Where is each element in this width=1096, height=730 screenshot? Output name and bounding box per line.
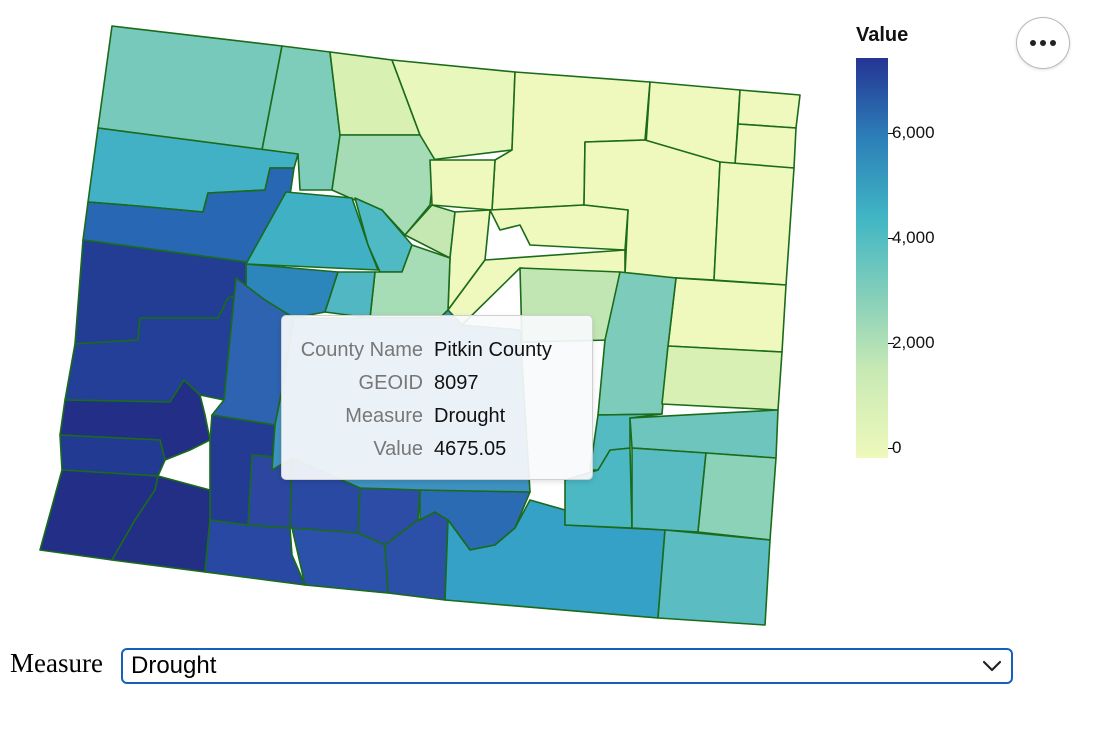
county-region[interactable] [737, 89, 801, 129]
tooltip-value: 8097 [434, 372, 479, 394]
legend-title: Value [856, 24, 909, 46]
legend-tick-label: 6,000 [892, 123, 935, 143]
county-region[interactable] [697, 452, 777, 541]
county-region[interactable] [661, 345, 783, 411]
legend-tick-mark [888, 238, 894, 240]
measure-label: Measure [10, 648, 103, 678]
legend-tick-label: 4,000 [892, 228, 935, 248]
more-horizontal-icon [1028, 40, 1058, 46]
legend-tick-label: 0 [892, 438, 902, 457]
measure-select-value: Drought [131, 652, 217, 679]
county-region[interactable] [657, 529, 771, 626]
county-region[interactable] [204, 519, 306, 586]
more-options-button[interactable] [1016, 17, 1070, 69]
county-region[interactable] [734, 123, 797, 169]
legend-tick-mark [888, 133, 894, 135]
county-region[interactable] [429, 159, 496, 211]
county-tooltip: County Name Pitkin County GEOID 8097 Mea… [281, 315, 593, 480]
tooltip-value: 4675.05 [434, 438, 507, 460]
chevron-down-icon [982, 660, 1002, 672]
legend-tick-label: 2,000 [892, 333, 935, 353]
tooltip-key: GEOID [358, 372, 423, 394]
legend-tick-mark [888, 343, 894, 345]
tooltip-row-geoid: GEOID 8097 [282, 367, 592, 400]
tooltip-value: Pitkin County [434, 339, 552, 361]
tooltip-key: Measure [345, 405, 423, 427]
county-region[interactable] [667, 277, 787, 353]
tooltip-row-county-name: County Name Pitkin County [282, 334, 592, 367]
county-region[interactable] [713, 161, 795, 286]
legend-color-ramp [856, 58, 888, 458]
county-region[interactable] [111, 475, 211, 573]
county-region[interactable] [489, 204, 629, 251]
tooltip-row-measure: Measure Drought [282, 400, 592, 433]
county-region[interactable] [245, 191, 379, 271]
tooltip-key: Value [373, 438, 423, 460]
county-region[interactable] [59, 434, 166, 477]
legend-tick-mark [888, 448, 894, 449]
measure-select[interactable]: Drought [121, 648, 1013, 684]
tooltip-row-value: Value 4675.05 [282, 433, 592, 466]
county-region[interactable] [631, 447, 707, 533]
tooltip-value: Drought [434, 405, 506, 427]
county-region[interactable] [391, 59, 516, 161]
tooltip-key: County Name [300, 339, 423, 361]
